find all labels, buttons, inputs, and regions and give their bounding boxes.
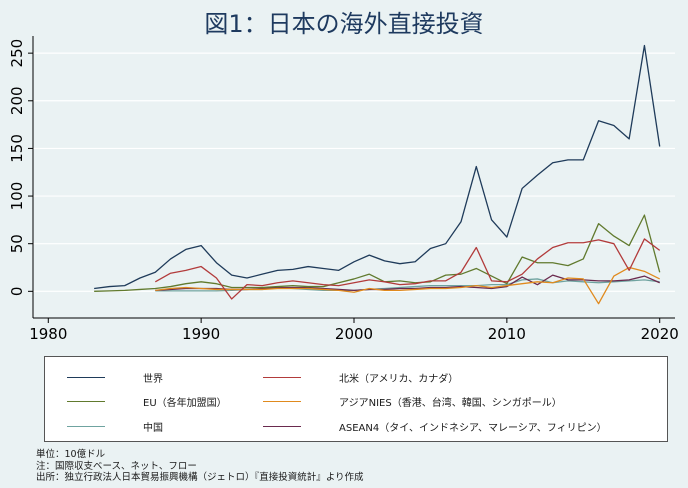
legend-swatch-china xyxy=(67,426,105,427)
x-tick-label-2020: 2020 xyxy=(641,325,679,343)
series-line-1 xyxy=(154,238,661,300)
legend-swatch-asia-nies xyxy=(263,401,301,402)
legend-swatch-asean4 xyxy=(263,426,301,427)
legend-swatch-world xyxy=(67,377,105,378)
legend-label-asean4: ASEAN4（タイ、インドネシア、マレーシア、フィリピン） xyxy=(339,423,607,434)
legend-item-world: 世界 xyxy=(67,370,163,385)
y-tick-label-200: 200 xyxy=(8,86,26,115)
definition-note: 注：国際収支ベース、ネット、フロー xyxy=(36,460,197,472)
legend-item-eu: EU（各年加盟国） xyxy=(67,394,227,409)
legend-label-eu: EU（各年加盟国） xyxy=(143,398,227,409)
legend-item-china: 中国 xyxy=(67,419,163,434)
legend-swatch-eu xyxy=(67,401,105,402)
series-line-3 xyxy=(155,266,661,305)
legend-label-asia-nies: アジアNIES（香港、台湾、韓国、シンガポール） xyxy=(339,398,562,409)
y-tick-label-50: 50 xyxy=(8,234,26,253)
y-tick-label-100: 100 xyxy=(8,182,26,211)
x-tick-label-2000: 2000 xyxy=(335,325,373,343)
source-note: 出所：独立行政法人日本貿易振興機構（ジェトロ）『直接投資統計』より作成 xyxy=(36,472,364,483)
x-tick-label-1980: 1980 xyxy=(29,325,67,343)
x-tick-label-2010: 2010 xyxy=(488,325,526,343)
footnotes: 単位：10億ドル 注：国際収支ベース、ネット、フロー 出所：独立行政法人日本貿易… xyxy=(36,449,364,484)
legend-label-world: 世界 xyxy=(143,374,163,385)
y-tick-label-150: 150 xyxy=(8,134,26,163)
line-chart: 0 50 100 150 200 250 1980 1990 2000 2010 2020 xyxy=(8,36,679,343)
unit-note: 単位：10億ドル xyxy=(36,449,106,460)
legend-label-north-america: 北米（アメリカ、カナダ） xyxy=(339,374,459,385)
legend-item-asean4: ASEAN4（タイ、インドネシア、マレーシア、フィリピン） xyxy=(263,419,607,434)
series-line-2 xyxy=(94,214,661,292)
legend-item-north-america: 北米（アメリカ、カナダ） xyxy=(263,370,458,385)
legend-item-asia-nies: アジアNIES（香港、台湾、韓国、シンガポール） xyxy=(263,394,562,409)
legend: 世界 北米（アメリカ、カナダ） EU（各年加盟国） アジアNIES（香港、台湾、… xyxy=(44,356,668,442)
plot-area xyxy=(33,36,675,318)
y-tick-label-250: 250 xyxy=(8,39,26,68)
legend-swatch-north-america xyxy=(263,377,301,378)
y-tick-label-0: 0 xyxy=(8,287,26,297)
chart-title: 図1：日本の海外直接投資 xyxy=(204,10,484,38)
series-line-0 xyxy=(94,44,661,290)
x-tick-label-1990: 1990 xyxy=(182,325,220,343)
legend-label-china: 中国 xyxy=(143,423,163,434)
